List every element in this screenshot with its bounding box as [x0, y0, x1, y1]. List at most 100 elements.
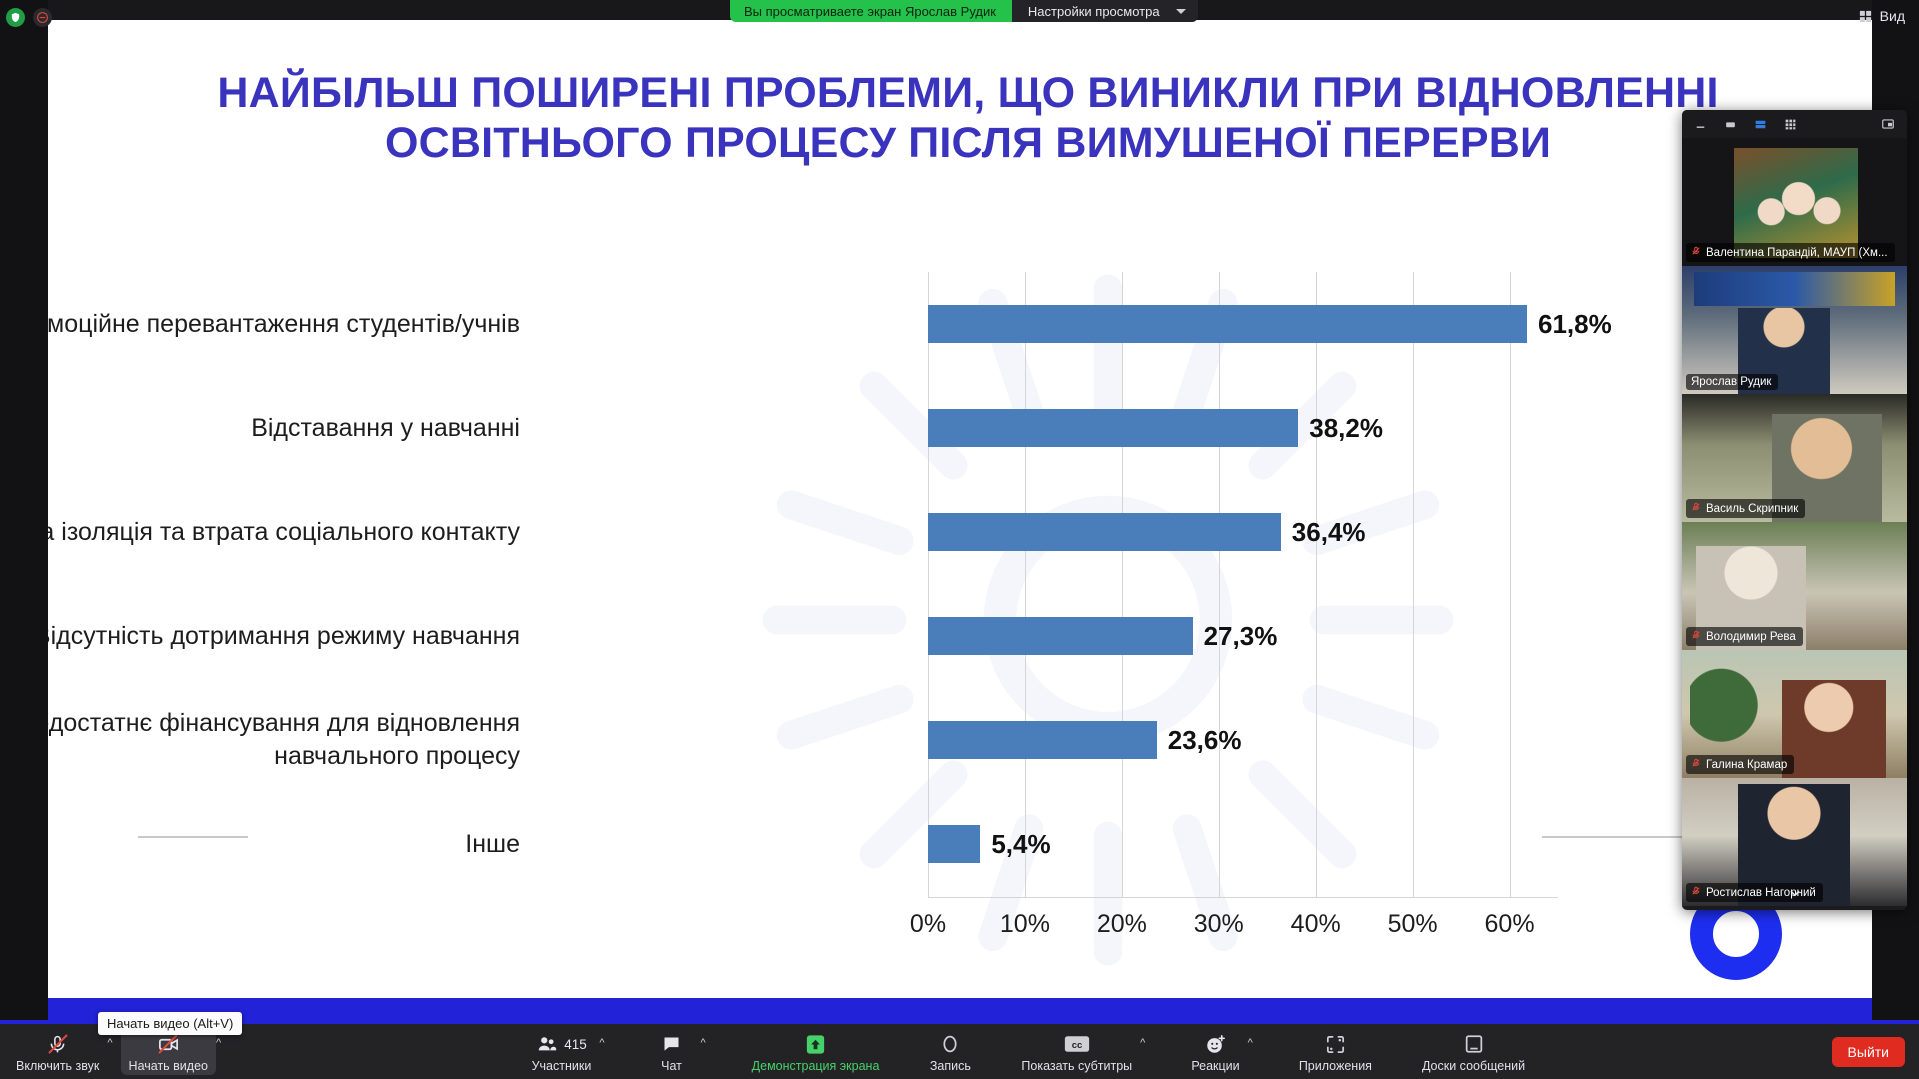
microphone-muted-icon: [1691, 629, 1701, 644]
bar: [928, 721, 1157, 759]
gridline: [928, 272, 929, 897]
screen-left-gutter: [0, 0, 48, 1020]
slide-divider-left: [138, 836, 248, 838]
bar-row: Емоційне перевантаження студентів/учнів 6…: [48, 272, 1688, 376]
captions-button[interactable]: cc Показать субтитры: [1013, 1028, 1140, 1075]
chart-axis-line: [928, 897, 1558, 898]
start-video-tooltip: Начать видео (Alt+V): [98, 1012, 243, 1035]
start-video-button[interactable]: Начать видео: [120, 1028, 216, 1075]
bar: [928, 513, 1281, 551]
view-button-label: Вид: [1879, 8, 1905, 24]
participant-tile[interactable]: Ярослав Рудик: [1682, 266, 1907, 394]
bar-category-label: Соціальна ізоляція та втрата соціального…: [48, 517, 520, 546]
captions-chevron-up-icon[interactable]: ^: [1140, 1037, 1146, 1049]
split-view-icon[interactable]: [1754, 118, 1767, 131]
video-options-chevron-up-icon[interactable]: ^: [215, 1037, 222, 1049]
participants-icon: [538, 1037, 557, 1051]
audio-options-chevron-up-icon[interactable]: ^: [107, 1037, 113, 1049]
toolbar-right-group: Выйти: [1831, 1036, 1919, 1067]
chevron-down-icon: [1175, 8, 1186, 14]
page-title-line1: НАЙБІЛЬШ ПОШИРЕНІ ПРОБЛЕМИ, ЩО ВИНИКЛИ П…: [217, 69, 1719, 117]
apps-button[interactable]: Приложения: [1291, 1028, 1380, 1075]
chart-x-axis: 0% 10% 20% 30% 40% 50% 60%: [910, 910, 1558, 950]
reactions-button[interactable]: Реакции: [1183, 1028, 1247, 1075]
bar-container: 38,2%: [928, 376, 1383, 480]
camera-off-icon: [157, 1032, 180, 1056]
participant-filmstrip: Валентина Парандій, МАУП (Хм... Ярослав Р…: [1682, 110, 1907, 910]
whiteboards-label: Доски сообщений: [1421, 1059, 1526, 1073]
bar: [928, 825, 981, 863]
x-tick-label: 30%: [1193, 910, 1244, 938]
whiteboards-button[interactable]: Доски сообщений: [1414, 1028, 1533, 1075]
chat-bubble-icon: [664, 1037, 679, 1051]
gridline: [1412, 272, 1414, 897]
participants-label: Участники: [531, 1059, 592, 1073]
view-options-button[interactable]: Настройки просмотра: [1011, 0, 1198, 22]
bar-container: 36,4%: [928, 480, 1366, 584]
participant-tiles: Валентина Парандій, МАУП (Хм... Ярослав Р…: [1682, 138, 1907, 906]
reactions-chevron-up-icon[interactable]: ^: [1247, 1037, 1253, 1049]
microphone-muted-icon: [1691, 757, 1701, 772]
unmute-label: Включить звук: [16, 1059, 100, 1073]
unmute-button[interactable]: Включить звук: [8, 1028, 107, 1075]
viewing-screen-label: Вы просматриваете экран Ярослав Рудик: [730, 0, 1012, 22]
captions-label: Показать субтитры: [1021, 1059, 1133, 1073]
page-title-line2: ОСВІТНЬОГО ПРОЦЕСУ ПІСЛЯ ВИМУШЕНОЇ ПЕРЕР…: [384, 119, 1552, 168]
popout-icon[interactable]: [1881, 117, 1895, 131]
restore-icon[interactable]: [1724, 118, 1737, 131]
participant-name-badge: Ростислав Нагорний: [1686, 883, 1823, 902]
participant-name-badge: Ярослав Рудик: [1686, 374, 1779, 390]
record-icon: [943, 1035, 957, 1053]
share-screen-label: Демонстрация экрана: [751, 1059, 880, 1073]
page-title: НАЙБІЛЬШ ПОШИРЕНІ ПРОБЛЕМИ, ЩО ВИНИКЛИ П…: [168, 68, 1768, 169]
meeting-toolbar: Включить звук ^ Начать видео: [0, 1020, 1919, 1079]
participants-chevron-up-icon[interactable]: ^: [599, 1037, 605, 1049]
status-indicators: [6, 8, 52, 27]
slide-divider-right: [1542, 836, 1802, 838]
filmstrip-scroll-down-button[interactable]: [1778, 882, 1812, 904]
gridline: [1509, 272, 1511, 897]
bar: [928, 409, 1299, 447]
chat-chevron-up-icon[interactable]: ^: [700, 1037, 706, 1049]
view-button[interactable]: Вид: [1852, 5, 1911, 27]
record-button[interactable]: Запись: [921, 1028, 979, 1075]
shared-screen-content: НАЙБІЛЬШ ПОШИРЕНІ ПРОБЛЕМИ, ЩО ВИНИКЛИ П…: [48, 20, 1872, 1020]
encryption-shield-icon[interactable]: [6, 8, 25, 27]
chat-label: Чат: [661, 1059, 682, 1073]
gridline: [1121, 272, 1123, 897]
recording-stop-icon[interactable]: [33, 8, 52, 27]
bar-container: 23,6%: [928, 688, 1241, 792]
grid-view-icon[interactable]: [1784, 118, 1797, 131]
bar-container: 61,8%: [928, 272, 1612, 376]
bar-row: Недостатнє фінансування для відновлення …: [48, 688, 1688, 792]
x-tick-label: 20%: [1096, 910, 1147, 938]
bar-container: 5,4%: [928, 792, 1051, 896]
participants-button[interactable]: 415 Участники: [524, 1028, 600, 1075]
participant-name: Василь Скрипник: [1706, 502, 1799, 515]
grid-view-icon: [1859, 10, 1871, 22]
chat-button[interactable]: Чат: [642, 1028, 700, 1075]
minimize-icon[interactable]: [1694, 118, 1707, 131]
participants-count: 415: [564, 1036, 587, 1052]
participant-tile[interactable]: Галина Крамар: [1682, 650, 1907, 778]
bar-container: 27,3%: [928, 584, 1277, 688]
participant-tile[interactable]: Валентина Парандій, МАУП (Хм...: [1682, 138, 1907, 266]
smiley-plus-icon: [1207, 1034, 1225, 1053]
bar: [928, 617, 1193, 655]
participant-tile[interactable]: Василь Скрипник: [1682, 394, 1907, 522]
reactions-label: Реакции: [1191, 1059, 1240, 1073]
x-tick-label: 60%: [1484, 910, 1535, 938]
gridline: [1218, 272, 1220, 897]
participant-name-badge: Володимир Рева: [1686, 627, 1803, 646]
participant-name: Ярослав Рудик: [1691, 376, 1772, 388]
bar-value-label: 23,6%: [1167, 724, 1242, 755]
toolbar-center-group: 415 Участники ^ Чат: [225, 1028, 1831, 1075]
bar-row: Соціальна ізоляція та втрата соціального…: [48, 480, 1688, 584]
participant-tile[interactable]: Ростислав Нагорний: [1682, 778, 1907, 906]
participant-tile[interactable]: Володимир Рева: [1682, 522, 1907, 650]
participant-name: Галина Крамар: [1706, 758, 1788, 771]
leave-meeting-button[interactable]: Выйти: [1831, 1036, 1905, 1067]
share-screen-button[interactable]: Демонстрация экрана: [744, 1028, 888, 1075]
x-tick-label: 50%: [1387, 910, 1438, 938]
participant-name-badge: Василь Скрипник: [1686, 499, 1806, 518]
